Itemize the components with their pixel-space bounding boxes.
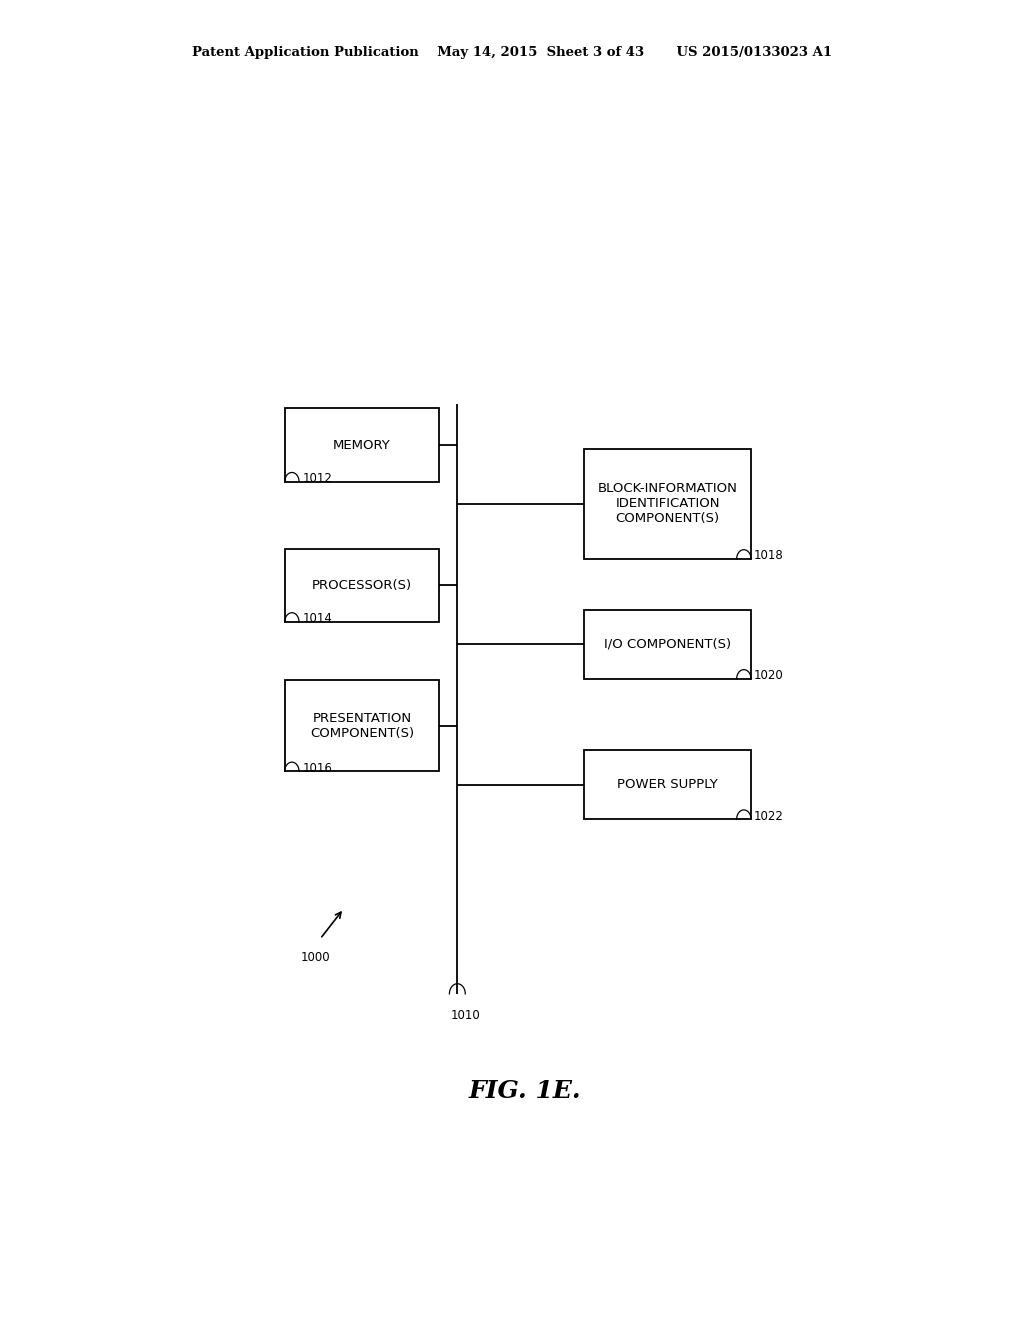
- Text: 1020: 1020: [754, 669, 784, 682]
- Text: 1018: 1018: [754, 549, 784, 562]
- Text: 1016: 1016: [302, 762, 332, 775]
- FancyBboxPatch shape: [285, 549, 439, 622]
- Text: I/O COMPONENT(S): I/O COMPONENT(S): [604, 638, 731, 651]
- Text: BLOCK-INFORMATION
IDENTIFICATION
COMPONENT(S): BLOCK-INFORMATION IDENTIFICATION COMPONE…: [598, 483, 737, 525]
- Text: 1022: 1022: [754, 809, 784, 822]
- Text: 1000: 1000: [301, 952, 331, 964]
- Text: PRESENTATION
COMPONENT(S): PRESENTATION COMPONENT(S): [310, 711, 414, 739]
- FancyBboxPatch shape: [585, 449, 751, 558]
- Text: PROCESSOR(S): PROCESSOR(S): [312, 578, 413, 591]
- Text: 1010: 1010: [451, 1008, 480, 1022]
- Text: POWER SUPPLY: POWER SUPPLY: [617, 777, 718, 791]
- FancyBboxPatch shape: [285, 680, 439, 771]
- FancyBboxPatch shape: [585, 750, 751, 818]
- Text: 1014: 1014: [302, 612, 332, 626]
- Text: 1012: 1012: [302, 473, 332, 484]
- Text: MEMORY: MEMORY: [333, 438, 391, 451]
- FancyBboxPatch shape: [585, 610, 751, 678]
- Text: Patent Application Publication    May 14, 2015  Sheet 3 of 43       US 2015/0133: Patent Application Publication May 14, 2…: [191, 46, 833, 59]
- Text: FIG. 1E.: FIG. 1E.: [469, 1080, 581, 1104]
- FancyBboxPatch shape: [285, 408, 439, 482]
